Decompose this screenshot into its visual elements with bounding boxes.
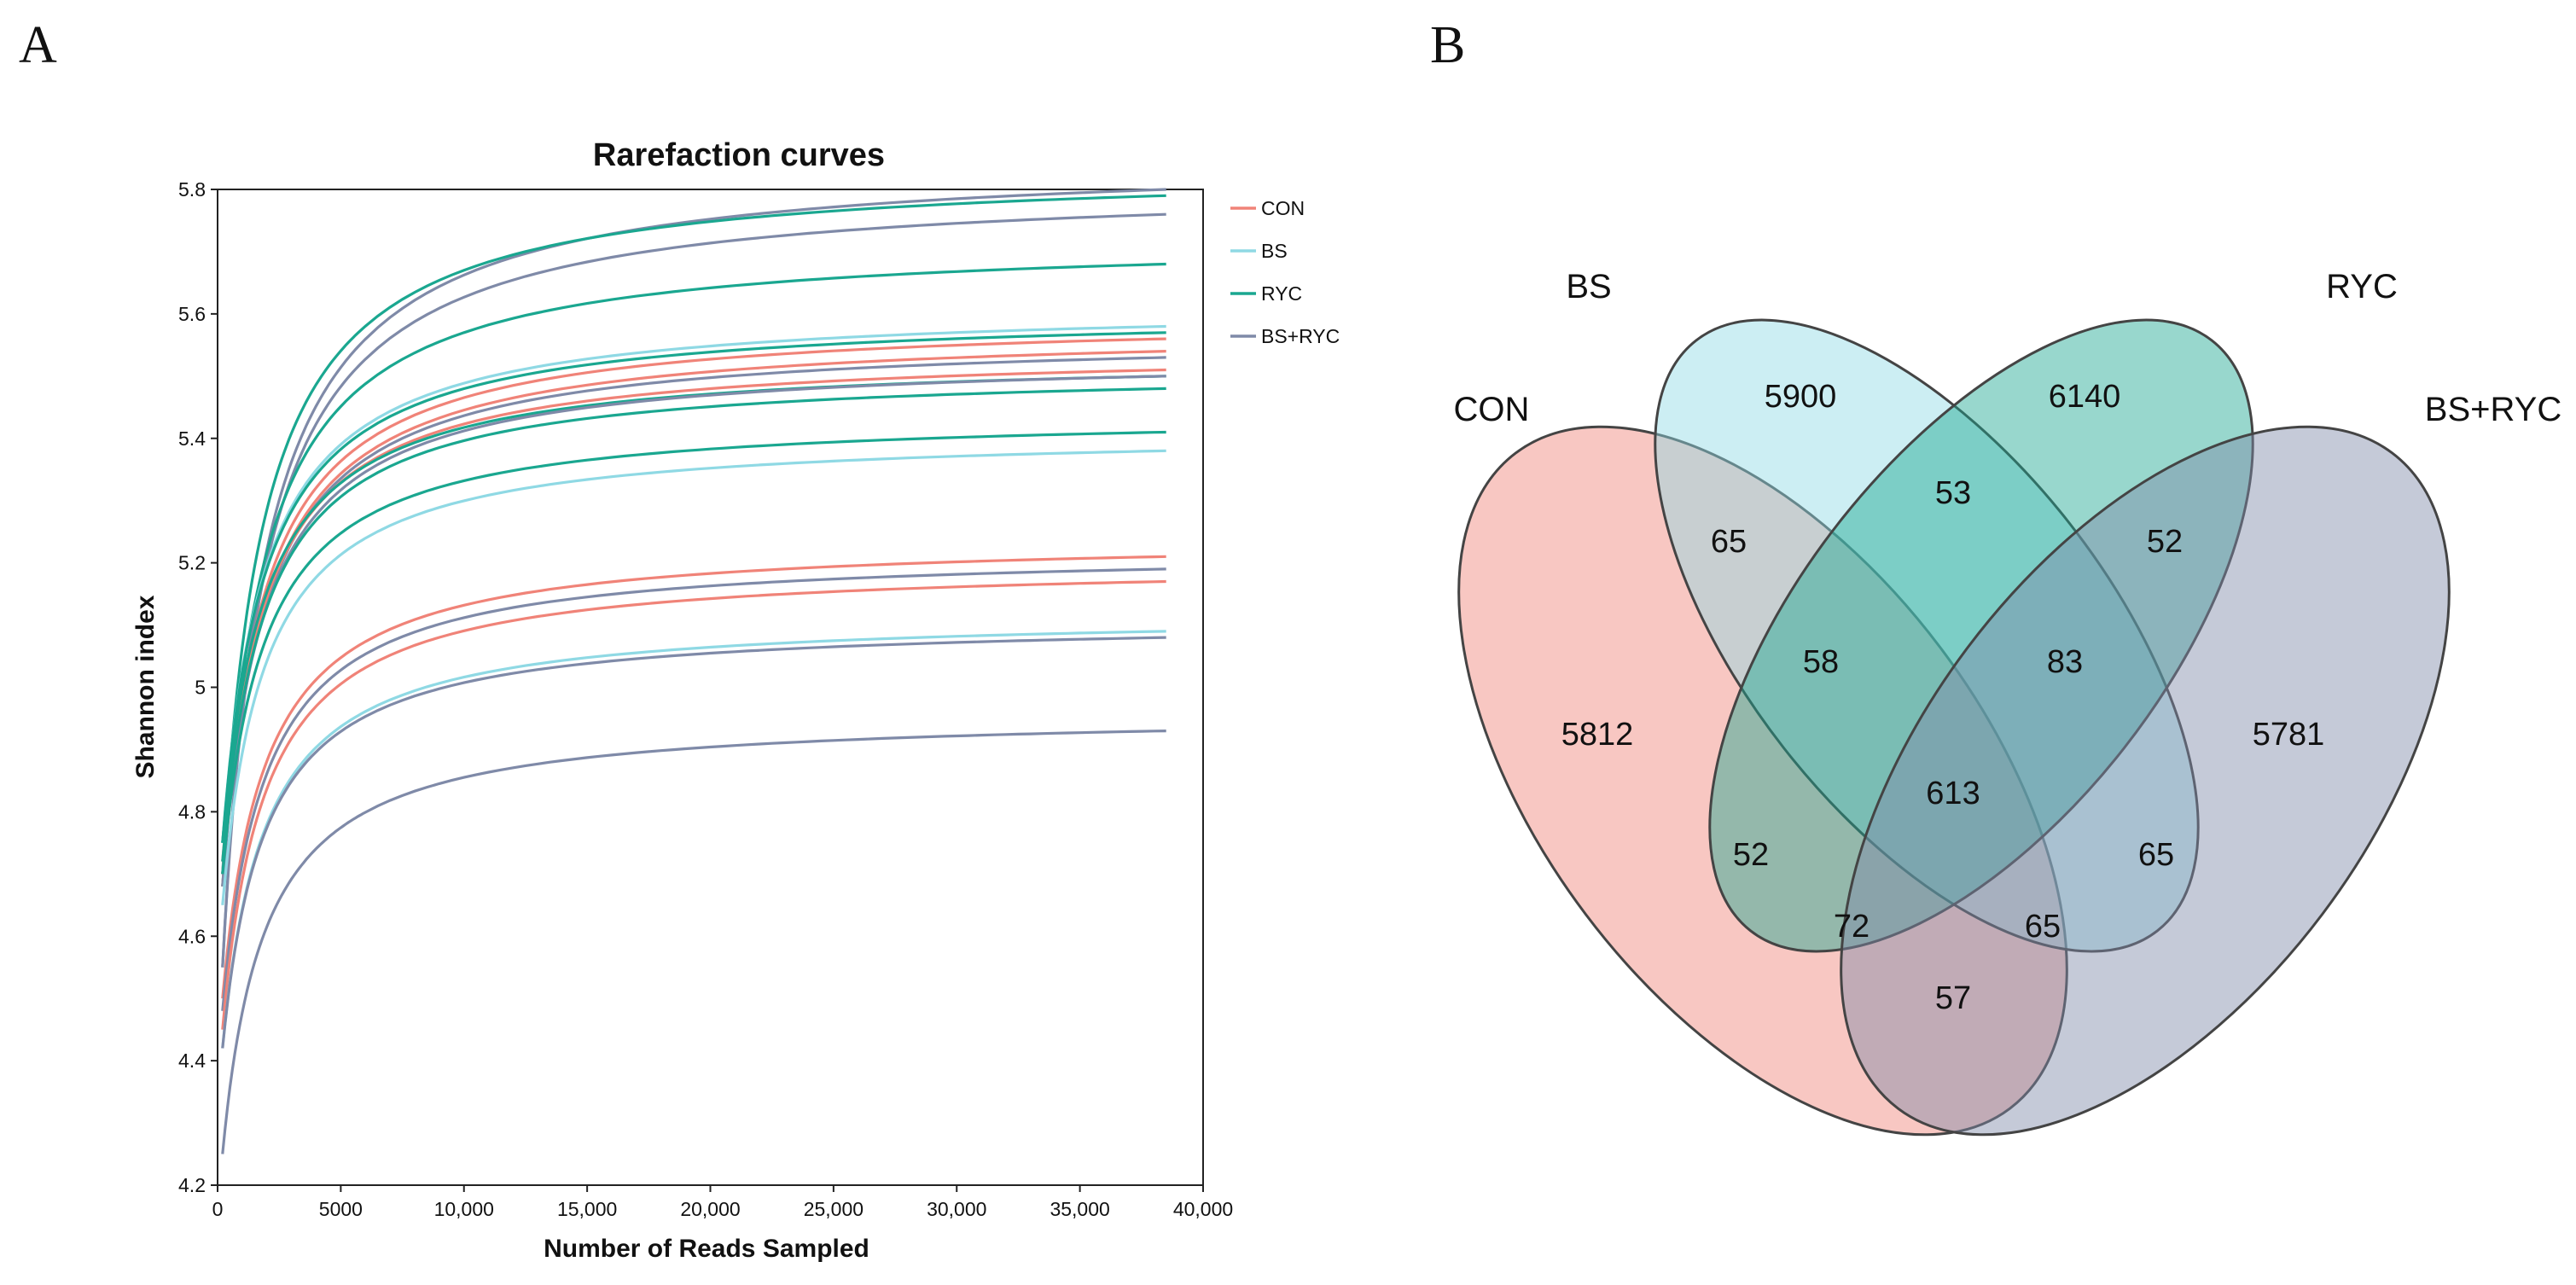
venn-value-con-bs-ryc: 58 bbox=[1803, 644, 1839, 680]
series-line-con bbox=[221, 555, 1166, 999]
chart-title: Rarefaction curves bbox=[593, 137, 885, 173]
series-line-bs bbox=[221, 630, 1166, 1049]
venn-set-label-bs: BS bbox=[1566, 268, 1611, 305]
y-tick-label: 4.2 bbox=[178, 1174, 206, 1196]
series-line-ryc bbox=[221, 331, 1166, 843]
venn-set-label-ryc: RYC bbox=[2326, 268, 2398, 305]
y-tick-label: 5.8 bbox=[178, 178, 206, 201]
y-tick-label: 4.4 bbox=[178, 1050, 206, 1072]
series-line-ryc bbox=[221, 387, 1166, 862]
venn-value-all: 613 bbox=[1926, 776, 1980, 811]
venn-set-label-bsryc: BS+RYC bbox=[2425, 391, 2561, 428]
venn-set-label-con: CON bbox=[1454, 391, 1530, 428]
y-tick-label: 5.2 bbox=[178, 552, 206, 574]
x-tick-label: 25,000 bbox=[804, 1198, 864, 1220]
venn-diagram: CON BS RYC BS+RYC 5812 5900 6140 5781 65… bbox=[1454, 268, 2561, 1137]
legend: CON BS RYC BS+RYC bbox=[1230, 197, 1340, 347]
series-group bbox=[221, 188, 1166, 1154]
series-line-con bbox=[221, 337, 1166, 875]
x-tick-label: 0 bbox=[212, 1198, 224, 1220]
x-ticks: 0 5000 10,000 15,000 20,000 25,000 30,000 35,00… bbox=[212, 1185, 1233, 1220]
venn-value-bsryc: 5781 bbox=[2253, 717, 2325, 753]
series-line-bs-ryc bbox=[221, 188, 1166, 968]
series-line-ryc bbox=[221, 262, 1166, 887]
series-line-con bbox=[221, 368, 1166, 862]
venn-value-con-bs: 65 bbox=[1711, 524, 1747, 560]
series-line-bs-ryc bbox=[221, 356, 1166, 887]
series-line-bs-ryc bbox=[221, 567, 1166, 1011]
series-line-ryc bbox=[221, 430, 1166, 875]
y-axis-label: Shannon index bbox=[131, 595, 160, 778]
legend-label: BS bbox=[1261, 240, 1288, 262]
series-line-ryc bbox=[221, 375, 1166, 843]
y-tick-label: 5 bbox=[195, 677, 206, 699]
venn-region-values: 5812 5900 6140 5781 65 53 52 58 83 613 5… bbox=[1561, 379, 2325, 1016]
x-tick-label: 10,000 bbox=[434, 1198, 494, 1220]
venn-value-bs-bsryc: 65 bbox=[2138, 837, 2174, 873]
x-tick-label: 30,000 bbox=[927, 1198, 986, 1220]
series-line-bs bbox=[221, 449, 1166, 905]
rarefaction-chart: Rarefaction curves 0 5000 10,000 15,000 20,0… bbox=[131, 137, 1340, 1263]
series-line-bs-ryc bbox=[221, 636, 1166, 1049]
venn-value-bs: 5900 bbox=[1765, 379, 1837, 415]
y-tick-label: 5.4 bbox=[178, 427, 206, 450]
venn-value-bs-ryc-bsryc: 83 bbox=[2047, 644, 2083, 680]
legend-label: CON bbox=[1261, 197, 1305, 219]
venn-ellipse-bs bbox=[1654, 318, 2200, 953]
venn-value-con: 5812 bbox=[1561, 717, 1634, 753]
x-axis-label: Number of Reads Sampled bbox=[544, 1235, 869, 1263]
venn-value-con-ryc: 52 bbox=[1733, 837, 1769, 873]
x-tick-label: 5000 bbox=[319, 1198, 363, 1220]
y-tick-label: 5.6 bbox=[178, 303, 206, 325]
x-tick-label: 20,000 bbox=[680, 1198, 740, 1220]
series-line-ryc bbox=[221, 194, 1166, 875]
x-tick-label: 40,000 bbox=[1173, 1198, 1233, 1220]
y-ticks: 4.2 4.4 4.6 4.8 5 5.2 5.4 5.6 5.8 bbox=[178, 178, 218, 1196]
y-tick-label: 4.6 bbox=[178, 925, 206, 947]
venn-value-bs-ryc: 53 bbox=[1935, 475, 1971, 511]
series-line-bs-ryc bbox=[221, 730, 1166, 1154]
venn-value-con-bsryc: 57 bbox=[1935, 980, 1971, 1016]
x-tick-label: 35,000 bbox=[1050, 1198, 1109, 1220]
x-tick-label: 15,000 bbox=[557, 1198, 617, 1220]
venn-ellipse-con bbox=[1457, 425, 2068, 1137]
venn-value-con-bs-bsryc: 65 bbox=[2025, 909, 2061, 945]
series-line-con bbox=[221, 579, 1166, 1030]
series-line-bs-ryc bbox=[221, 212, 1166, 968]
y-tick-label: 4.8 bbox=[178, 800, 206, 823]
venn-value-con-ryc-bsryc: 72 bbox=[1834, 909, 1869, 945]
venn-value-ryc: 6140 bbox=[2049, 379, 2121, 415]
panel-label-b: B bbox=[1430, 16, 1466, 74]
legend-label: RYC bbox=[1261, 282, 1302, 305]
venn-ellipse-bsryc bbox=[1840, 425, 2451, 1137]
panel-label-a: A bbox=[19, 16, 57, 74]
legend-label: BS+RYC bbox=[1261, 325, 1340, 347]
venn-ellipse-ryc bbox=[1708, 318, 2254, 953]
venn-value-ryc-bsryc: 52 bbox=[2147, 524, 2183, 560]
